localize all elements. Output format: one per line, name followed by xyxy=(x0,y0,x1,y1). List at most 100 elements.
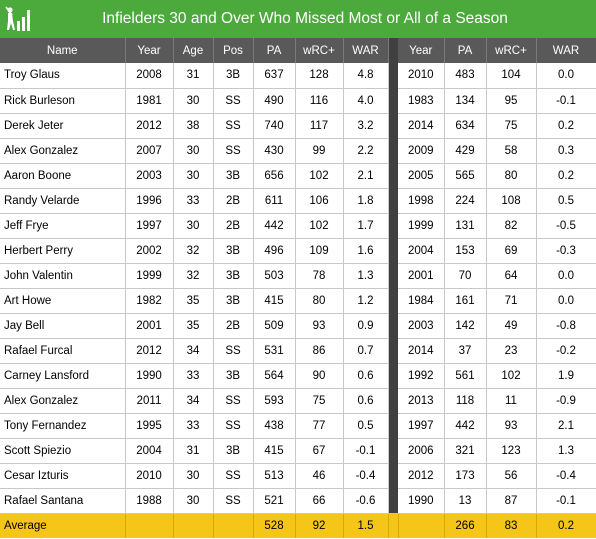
war-cell: 0.9 xyxy=(343,313,389,339)
age-cell: 30 xyxy=(173,213,214,239)
wrc-plus-cell: 102 xyxy=(295,163,344,189)
table-row: Randy Velarde 1996 33 2B 611 106 1.8 1998 224 108… xyxy=(0,188,596,214)
column-separator xyxy=(388,338,398,363)
return-war-cell: 2.1 xyxy=(536,413,596,439)
return-year-cell: 2010 xyxy=(398,63,445,89)
column-separator xyxy=(388,138,398,163)
age-cell: 31 xyxy=(173,438,214,464)
return-pa-cell: 634 xyxy=(444,113,487,139)
return-year-cell: 2012 xyxy=(398,463,445,489)
column-header-return-pa[interactable]: PA xyxy=(444,38,487,63)
column-header-age[interactable]: Age xyxy=(173,38,214,63)
return-wrc-plus-cell: 104 xyxy=(486,63,537,89)
player-name-cell: Alex Gonzalez xyxy=(0,388,126,414)
player-name-cell: Jay Bell xyxy=(0,313,126,339)
year-cell: 1999 xyxy=(125,263,174,289)
age-cell: 32 xyxy=(173,238,214,264)
age-cell: 35 xyxy=(173,313,214,339)
average-year-cell xyxy=(125,513,174,538)
return-wrc-plus-cell: 80 xyxy=(486,163,537,189)
column-header-pa[interactable]: PA xyxy=(253,38,296,63)
column-separator xyxy=(388,238,398,263)
column-separator xyxy=(388,388,398,413)
position-cell: 3B xyxy=(213,363,254,389)
player-name-cell: Alex Gonzalez xyxy=(0,138,126,164)
position-cell: SS xyxy=(213,388,254,414)
player-name-cell: John Valentin xyxy=(0,263,126,289)
return-war-cell: 0.0 xyxy=(536,288,596,314)
column-header-wrc[interactable]: wRC+ xyxy=(295,38,344,63)
stats-table: Name Year Age Pos PA wRC+ WAR Year PA wR… xyxy=(0,38,596,538)
player-name-cell: Jeff Frye xyxy=(0,213,126,239)
return-year-cell: 2003 xyxy=(398,313,445,339)
column-separator xyxy=(388,263,398,288)
column-header-return-war[interactable]: WAR xyxy=(536,38,596,63)
return-year-cell: 2004 xyxy=(398,238,445,264)
column-header-name[interactable]: Name xyxy=(0,38,126,63)
column-header-year[interactable]: Year xyxy=(125,38,174,63)
pa-cell: 611 xyxy=(253,188,296,214)
column-separator xyxy=(388,188,398,213)
wrc-plus-cell: 86 xyxy=(295,338,344,364)
table-row: Jeff Frye 1997 30 2B 442 102 1.7 1999 131 82 -0.5 xyxy=(0,213,596,239)
return-pa-cell: 70 xyxy=(444,263,487,289)
column-header-return-year[interactable]: Year xyxy=(398,38,445,63)
return-war-cell: -0.9 xyxy=(536,388,596,414)
return-pa-cell: 161 xyxy=(444,288,487,314)
column-separator xyxy=(388,288,398,313)
table-row: Derek Jeter 2012 38 SS 740 117 3.2 2014 634 75 0.2 xyxy=(0,113,596,139)
year-cell: 1981 xyxy=(125,88,174,114)
return-wrc-plus-cell: 11 xyxy=(486,388,537,414)
column-separator xyxy=(388,463,398,488)
player-name-cell: Aaron Boone xyxy=(0,163,126,189)
wrc-plus-cell: 102 xyxy=(295,213,344,239)
position-cell: 3B xyxy=(213,163,254,189)
column-separator xyxy=(388,63,398,88)
return-wrc-plus-cell: 102 xyxy=(486,363,537,389)
return-wrc-plus-cell: 93 xyxy=(486,413,537,439)
return-war-cell: 1.3 xyxy=(536,438,596,464)
war-cell: 0.6 xyxy=(343,388,389,414)
return-year-cell: 1990 xyxy=(398,488,445,514)
age-cell: 34 xyxy=(173,338,214,364)
batter-logo-icon xyxy=(5,6,30,31)
age-cell: 34 xyxy=(173,388,214,414)
player-name-cell: Cesar Izturis xyxy=(0,463,126,489)
average-position-cell xyxy=(213,513,254,538)
position-cell: 3B xyxy=(213,238,254,264)
age-cell: 30 xyxy=(173,488,214,514)
return-war-cell: 0.0 xyxy=(536,263,596,289)
return-war-cell: -0.1 xyxy=(536,88,596,114)
average-return-wrc-plus-cell: 83 xyxy=(486,513,537,538)
return-wrc-plus-cell: 123 xyxy=(486,438,537,464)
column-separator xyxy=(388,363,398,388)
age-cell: 33 xyxy=(173,188,214,214)
age-cell: 30 xyxy=(173,163,214,189)
return-wrc-plus-cell: 71 xyxy=(486,288,537,314)
table-row: Jay Bell 2001 35 2B 509 93 0.9 2003 142 49 -0.8 xyxy=(0,313,596,339)
pa-cell: 637 xyxy=(253,63,296,89)
wrc-plus-cell: 77 xyxy=(295,413,344,439)
average-player-name-cell: Average xyxy=(0,513,126,538)
return-pa-cell: 131 xyxy=(444,213,487,239)
return-year-cell: 2014 xyxy=(398,113,445,139)
return-year-cell: 1984 xyxy=(398,288,445,314)
return-wrc-plus-cell: 87 xyxy=(486,488,537,514)
column-header-pos[interactable]: Pos xyxy=(213,38,254,63)
player-name-cell: Art Howe xyxy=(0,288,126,314)
column-header-war[interactable]: WAR xyxy=(343,38,389,63)
column-header-return-wrc[interactable]: wRC+ xyxy=(486,38,537,63)
pa-cell: 593 xyxy=(253,388,296,414)
player-name-cell: Troy Glaus xyxy=(0,63,126,89)
return-year-cell: 1998 xyxy=(398,188,445,214)
position-cell: SS xyxy=(213,488,254,514)
average-age-cell xyxy=(173,513,214,538)
player-name-cell: Scott Spiezio xyxy=(0,438,126,464)
player-name-cell: Rafael Furcal xyxy=(0,338,126,364)
war-cell: 0.7 xyxy=(343,338,389,364)
position-cell: 2B xyxy=(213,213,254,239)
war-cell: 4.8 xyxy=(343,63,389,89)
return-pa-cell: 429 xyxy=(444,138,487,164)
war-cell: 0.5 xyxy=(343,413,389,439)
